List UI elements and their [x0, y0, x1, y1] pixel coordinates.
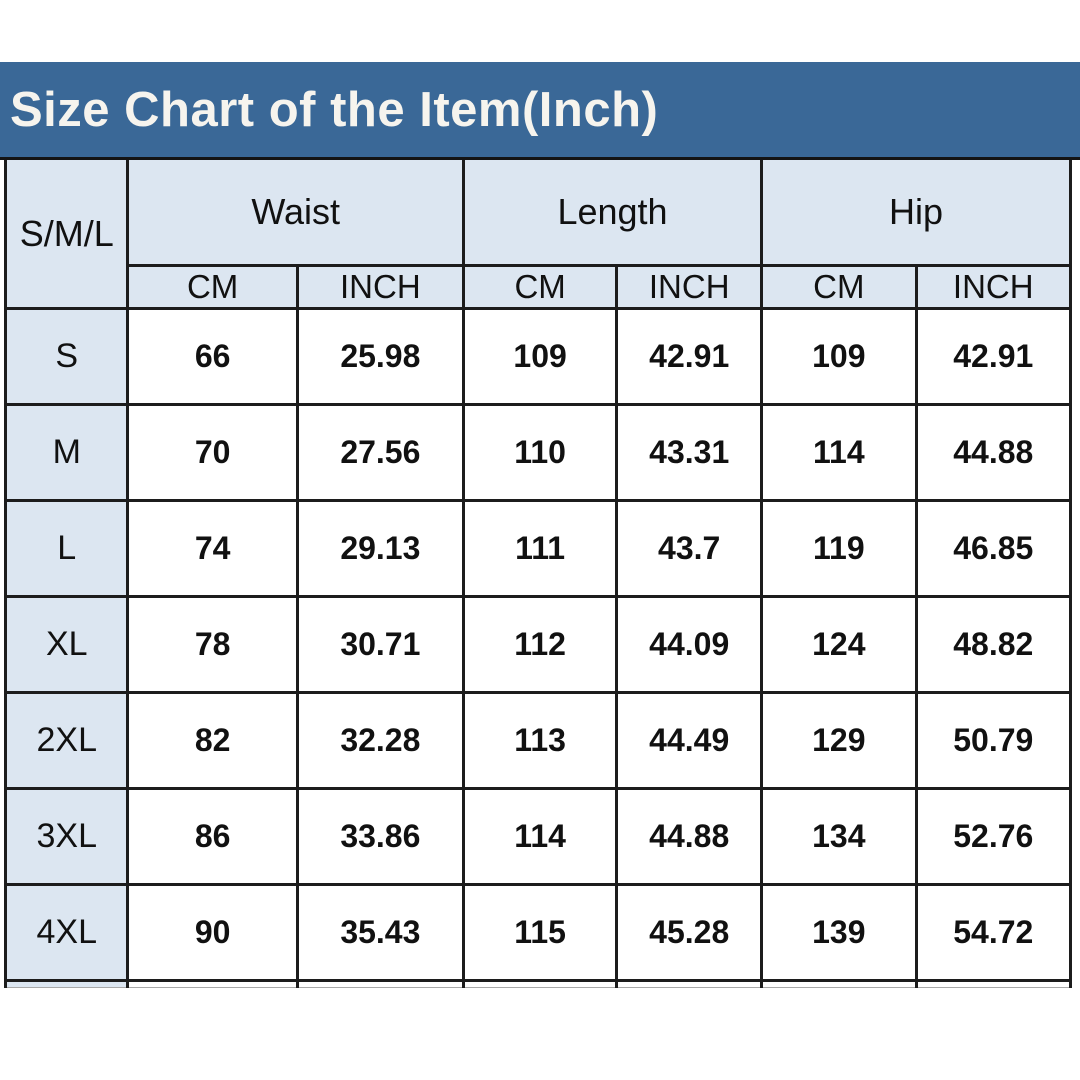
size-label: 2XL: [3, 691, 130, 790]
length-inch-value: 44.09: [615, 595, 764, 694]
header-unit-row: CM INCH CM INCH CM INCH: [6, 264, 1073, 310]
unit-header-length-inch: INCH: [615, 264, 764, 310]
waist-inch-value: 35.43: [295, 883, 465, 982]
waist-cm-value: 70: [126, 403, 299, 502]
waist-inch-value: 33.86: [295, 787, 465, 886]
length-cm-value: 115: [461, 883, 619, 982]
waist-inch-value: 30.71: [295, 595, 465, 694]
unit-header-hip-cm: CM: [760, 264, 918, 310]
unit-header-waist-cm: CM: [126, 264, 299, 310]
table-row-xl: XL 78 30.71 112 44.09 124 48.82: [3, 595, 1073, 694]
table-row-2xl: 2XL 82 32.28 113 44.49 129 50.79: [3, 691, 1073, 790]
length-inch-value: 45.28: [615, 883, 764, 982]
hip-inch-value: 48.82: [914, 595, 1073, 694]
hip-cm-value: 134: [760, 787, 918, 886]
size-label: 4XL: [3, 883, 130, 982]
partial-size-cell: [3, 979, 130, 988]
length-inch-value: 44.88: [615, 787, 764, 886]
waist-cm-value: 74: [126, 499, 299, 598]
unit-header-length-cm: CM: [461, 264, 619, 310]
waist-inch-value: 27.56: [295, 403, 465, 502]
length-cm-value: 111: [461, 499, 619, 598]
unit-header-hip-inch: INCH: [914, 264, 1073, 310]
length-cm-value: 110: [461, 403, 619, 502]
length-inch-value: 42.91: [615, 307, 764, 406]
length-cm-value: 114: [461, 787, 619, 886]
size-label: L: [3, 499, 130, 598]
size-chart-table-container: S/M/L Waist Length Hip CM INCH CM INCH C…: [3, 160, 1073, 988]
length-cm-value: 112: [461, 595, 619, 694]
waist-cm-value: 66: [126, 307, 299, 406]
hip-cm-value: 129: [760, 691, 918, 790]
size-label: M: [3, 403, 130, 502]
hip-inch-value: 44.88: [914, 403, 1073, 502]
size-label: S: [3, 307, 130, 406]
hip-cm-value: 109: [760, 307, 918, 406]
waist-inch-value: 25.98: [295, 307, 465, 406]
length-inch-value: 43.31: [615, 403, 764, 502]
corner-header-cell: S/M/L: [3, 160, 130, 310]
table-row-3xl: 3XL 86 33.86 114 44.88 134 52.76: [3, 787, 1073, 886]
table-row-m: M 70 27.56 110 43.31 114 44.88: [3, 403, 1073, 502]
hip-cm-value: 124: [760, 595, 918, 694]
hip-inch-value: 54.72: [914, 883, 1073, 982]
unit-header-waist-inch: INCH: [295, 264, 465, 310]
header-group-row: S/M/L Waist Length Hip: [3, 160, 1072, 310]
hip-inch-value: 52.76: [914, 787, 1073, 886]
waist-cm-value: 82: [126, 691, 299, 790]
group-header-hip: Hip: [760, 160, 1072, 267]
length-cm-value: 109: [461, 307, 619, 406]
length-inch-value: 44.49: [615, 691, 764, 790]
waist-cm-value: 86: [126, 787, 299, 886]
waist-inch-value: 29.13: [295, 499, 465, 598]
hip-inch-value: 50.79: [914, 691, 1073, 790]
hip-cm-value: 139: [760, 883, 918, 982]
table-row-l: L 74 29.13 111 43.7 119 46.85: [3, 499, 1073, 598]
hip-inch-value: 46.85: [914, 499, 1073, 598]
group-header-length: Length: [461, 160, 764, 267]
size-label: 3XL: [3, 787, 130, 886]
page-title: Size Chart of the Item(Inch): [10, 82, 659, 137]
group-header-waist: Waist: [126, 160, 465, 267]
size-label: XL: [3, 595, 130, 694]
waist-cm-value: 78: [126, 595, 299, 694]
table-row-4xl: 4XL 90 35.43 115 45.28 139 54.72: [3, 883, 1073, 982]
length-cm-value: 113: [461, 691, 619, 790]
length-inch-value: 43.7: [615, 499, 764, 598]
hip-cm-value: 119: [760, 499, 918, 598]
table-row-s: S 66 25.98 109 42.91 109 42.91: [3, 307, 1073, 406]
hip-inch-value: 42.91: [914, 307, 1073, 406]
size-chart-table: S/M/L Waist Length Hip CM INCH CM INCH C…: [3, 160, 1073, 988]
title-banner: Size Chart of the Item(Inch): [0, 62, 1080, 160]
hip-cm-value: 114: [760, 403, 918, 502]
waist-cm-value: 90: [126, 883, 299, 982]
waist-inch-value: 32.28: [295, 691, 465, 790]
cut-off-partial-row: [3, 979, 1073, 988]
